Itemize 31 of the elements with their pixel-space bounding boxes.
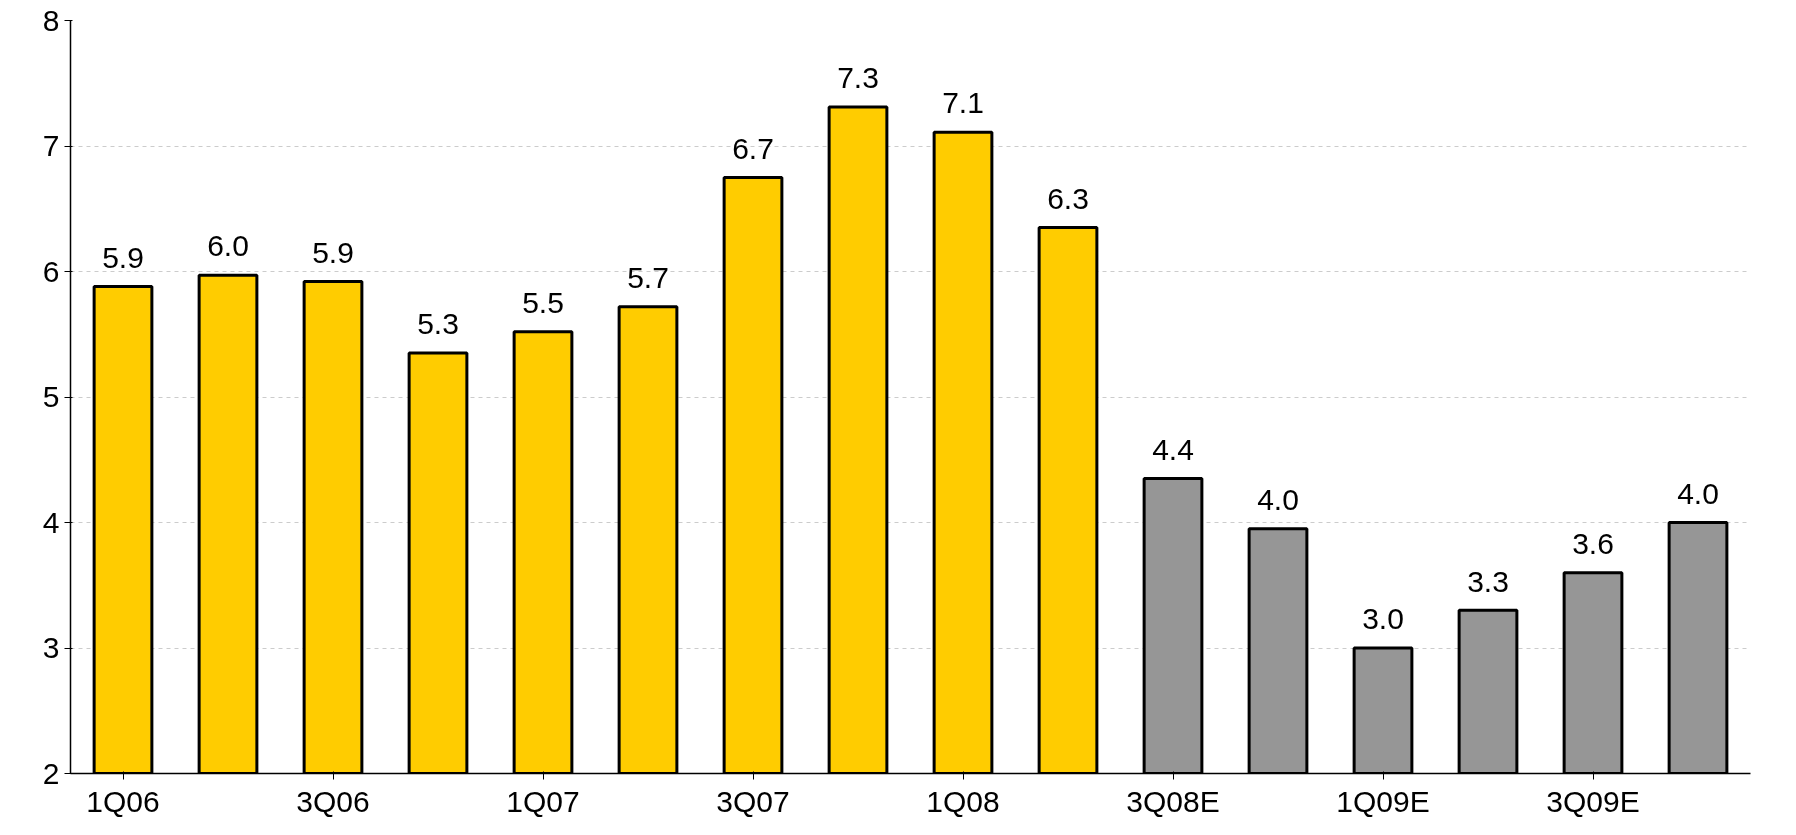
y-tick-label: 4 [42, 505, 60, 539]
data-label: 5.3 [417, 307, 459, 341]
data-label: 4.4 [1152, 432, 1194, 466]
y-tick-label: 8 [42, 3, 60, 37]
data-label: 6.7 [732, 131, 774, 165]
data-label: 5.9 [102, 240, 144, 274]
x-tick-label: 3Q06 [296, 784, 370, 818]
data-label: 7.1 [942, 86, 984, 120]
data-label: 5.9 [312, 235, 354, 269]
data-label: 3.3 [1467, 564, 1509, 598]
y-tick-label: 7 [42, 129, 60, 162]
data-label: 4.0 [1257, 482, 1299, 516]
x-tick-label: 1Q07 [506, 784, 580, 818]
data-label: 7.3 [837, 61, 879, 95]
x-tick-label: 1Q08 [926, 784, 1000, 818]
data-label: 3.0 [1362, 602, 1404, 636]
data-label: 6.0 [207, 229, 249, 263]
x-tick-label: 1Q09E [1336, 784, 1430, 818]
y-tick-label: 2 [42, 756, 60, 790]
data-label: 4.0 [1677, 476, 1719, 510]
y-tick-label: 6 [42, 254, 60, 288]
data-label: 5.5 [522, 285, 564, 319]
y-tick-label: 3 [42, 631, 60, 664]
data-label: 3.6 [1572, 526, 1614, 560]
data-label: 6.3 [1047, 181, 1089, 215]
y-tick-label: 5 [42, 380, 60, 413]
x-tick-label: 3Q09E [1546, 784, 1640, 818]
data-label: 5.7 [627, 260, 669, 294]
x-tick-label: 1Q06 [86, 784, 160, 818]
x-tick-label: 3Q08E [1126, 784, 1220, 818]
x-tick-label: 3Q07 [716, 784, 790, 818]
